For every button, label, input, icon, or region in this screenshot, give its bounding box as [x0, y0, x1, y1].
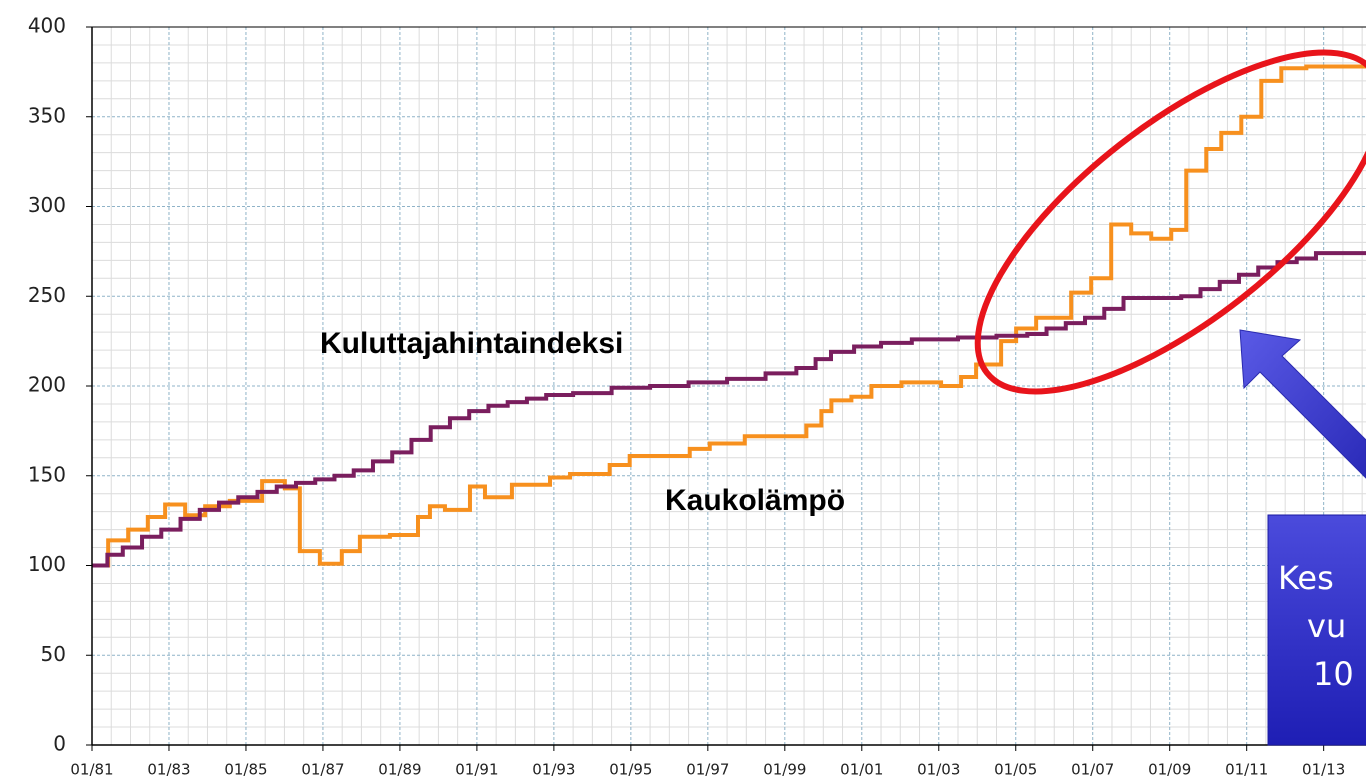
series-label: Kuluttajahintaindeksi	[320, 327, 623, 360]
x-tick-label: 01/89	[378, 761, 421, 779]
y-tick-label: 350	[28, 103, 66, 127]
x-tick-label: 01/11	[1225, 761, 1268, 779]
y-tick-label: 400	[28, 14, 66, 38]
y-tick-label: 150	[28, 462, 66, 486]
x-tick-label: 01/87	[301, 761, 344, 779]
arrow	[1239, 329, 1366, 479]
y-tick-label: 50	[41, 642, 66, 666]
y-tick-label: 0	[53, 732, 66, 756]
x-tick-label: 01/83	[147, 761, 190, 779]
x-tick-label: 01/95	[609, 761, 652, 779]
x-tick-label: 01/85	[224, 761, 267, 779]
x-tick-label: 01/91	[455, 761, 498, 779]
x-tick-label: 01/03	[917, 761, 960, 779]
y-tick-label: 200	[28, 373, 66, 397]
plot-area	[92, 64, 1366, 568]
x-tick-label: 01/93	[532, 761, 575, 779]
callout-text: Kes	[1278, 559, 1334, 597]
series-label: Kaukolämpö	[665, 484, 845, 517]
series-line	[92, 251, 1366, 568]
x-tick-label: 01/13	[1302, 761, 1345, 779]
y-tick-label: 100	[28, 552, 66, 576]
x-tick-label: 01/09	[1148, 761, 1191, 779]
callout-text: 10	[1313, 655, 1354, 693]
x-tick-label: 01/01	[840, 761, 883, 779]
x-tick-label: 01/07	[1071, 761, 1114, 779]
ticks: 0 50 100 150 200 250 300 350 400 01/81 01/83 01/85 0…	[28, 14, 1366, 779]
grid	[91, 26, 1366, 746]
highlight-ellipse	[974, 49, 1366, 395]
callout-text: vu	[1307, 607, 1346, 645]
x-tick-label: 01/05	[994, 761, 1037, 779]
y-tick-label: 300	[28, 193, 66, 217]
x-tick-label: 01/81	[70, 761, 113, 779]
y-tick-label: 250	[28, 283, 66, 307]
callout-box	[1267, 514, 1366, 746]
x-tick-label: 01/99	[763, 761, 806, 779]
x-tick-label: 01/97	[686, 761, 729, 779]
